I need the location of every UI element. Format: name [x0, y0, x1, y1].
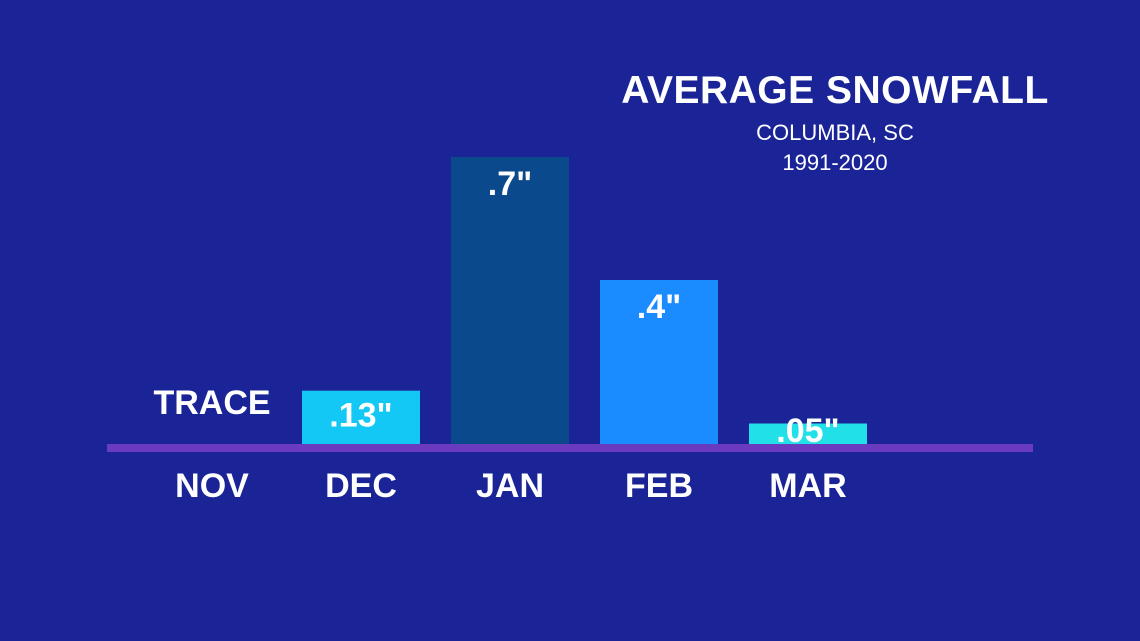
bar-mar — [749, 423, 867, 444]
category-label-nov: NOV — [175, 467, 249, 505]
chart-title-block: AVERAGE SNOWFALL COLUMBIA, SC 1991-2020 — [600, 68, 1070, 178]
category-label-mar: MAR — [769, 467, 846, 505]
category-label-feb: FEB — [625, 467, 693, 505]
value-label-jan: .7" — [488, 165, 532, 203]
chart-period: 1991-2020 — [782, 150, 888, 175]
bar-jan — [451, 157, 569, 444]
category-label-dec: DEC — [325, 467, 397, 505]
bar-feb — [600, 280, 718, 444]
chart-subtitle: COLUMBIA, SC — [756, 120, 914, 145]
value-label-mar: .05" — [776, 412, 839, 450]
value-label-feb: .4" — [637, 288, 681, 326]
chart-title: AVERAGE SNOWFALL — [621, 69, 1049, 112]
value-label-nov: TRACE — [153, 384, 270, 422]
bar-dec — [302, 390, 420, 444]
chart-baseline — [107, 444, 1033, 452]
value-label-dec: .13" — [329, 397, 392, 435]
category-label-jan: JAN — [476, 467, 544, 505]
